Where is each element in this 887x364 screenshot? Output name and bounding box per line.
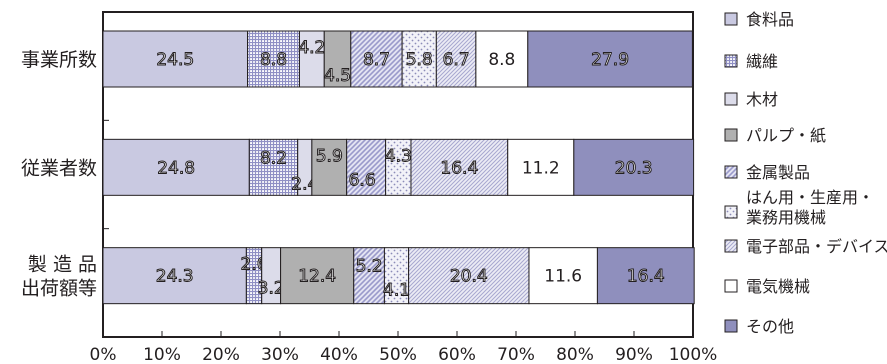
- bar-segment: [475, 30, 529, 88]
- legend: 食料品繊維木材パルプ・紙金属製品はん用・生産用・業務用機械電子部品・デバイス電気…: [724, 10, 887, 336]
- data-label: 5.9: [316, 146, 343, 166]
- data-label: 24.5: [156, 50, 194, 70]
- data-label: 11.6: [544, 267, 582, 287]
- bar-segment: [102, 138, 250, 196]
- data-label: 20.3: [615, 158, 653, 178]
- legend-label: はん用・生産用・: [746, 188, 874, 207]
- legend-swatch: [724, 239, 738, 253]
- data-label: 4.5: [324, 66, 351, 86]
- legend-swatch: [724, 128, 738, 142]
- x-tick-label: 20%: [202, 345, 240, 364]
- legend-label: その他: [746, 317, 794, 336]
- x-tick-label: 80%: [556, 345, 594, 364]
- x-tick-label: 40%: [320, 345, 358, 364]
- data-label: 6.7: [443, 50, 470, 70]
- bar-segment: [383, 247, 410, 305]
- category-label: 出荷額等: [21, 278, 97, 300]
- legend-label: パルプ・紙: [746, 126, 826, 145]
- data-label: 8.8: [488, 50, 515, 70]
- x-tick-label: 30%: [261, 345, 299, 364]
- category-label: 事業所数: [21, 49, 97, 71]
- category-label: 従業者数: [21, 157, 97, 179]
- data-label: 24.3: [156, 267, 194, 287]
- plot-area: 0% 10% 20% 30% 40% 50% 60% 70% 80% 90% 100% 事業所数 24.…: [21, 11, 718, 364]
- bar-segment: [353, 247, 385, 305]
- data-label: 6.6: [349, 170, 376, 190]
- legend-swatch: [724, 319, 738, 333]
- bar-segment: [507, 138, 575, 196]
- data-label: 12.4: [298, 267, 336, 287]
- data-label: 20.4: [450, 267, 488, 287]
- data-label: 11.2: [522, 158, 560, 178]
- bar-segment: [298, 30, 325, 88]
- bar-segment: [527, 30, 693, 88]
- bar-segment: [573, 138, 695, 196]
- data-label: 2.6: [241, 255, 268, 275]
- bar-segment: [528, 247, 598, 305]
- legend-swatch: [724, 12, 738, 26]
- legend-label: 繊維: [746, 52, 778, 71]
- x-tick-label: 0%: [90, 345, 117, 364]
- x-tick-label: 10%: [143, 345, 181, 364]
- legend-label: 業務用機械: [746, 208, 826, 227]
- bar-segment: [248, 138, 299, 196]
- bar-segment: [280, 247, 355, 305]
- data-label: 3.2: [258, 279, 285, 299]
- bar-segment: [350, 30, 403, 88]
- legend-swatch: [724, 165, 738, 179]
- x-tick-label: 100%: [669, 345, 718, 364]
- legend-swatch: [724, 205, 738, 219]
- data-label: 5.8: [406, 50, 433, 70]
- x-tick-label: 70%: [497, 345, 535, 364]
- data-label: 24.8: [157, 158, 195, 178]
- bar-segment: [401, 30, 437, 88]
- data-label: 16.4: [440, 158, 478, 178]
- legend-label: 金属製品: [746, 163, 810, 182]
- data-label: 5.2: [356, 257, 383, 277]
- bar-segment: [346, 138, 387, 196]
- bar-segment: [102, 247, 247, 305]
- data-label: 8.7: [363, 50, 390, 70]
- x-tick-label: 90%: [615, 345, 653, 364]
- data-label: 8.2: [260, 148, 287, 168]
- legend-swatch: [724, 54, 738, 68]
- bar-segment: [596, 247, 695, 305]
- legend-swatch: [724, 279, 738, 293]
- legend-swatch: [724, 92, 738, 106]
- data-label: 16.4: [627, 267, 665, 287]
- data-label: 4.3: [385, 146, 412, 166]
- bar-segment: [385, 138, 412, 196]
- legend-label: 木材: [746, 90, 778, 109]
- bar-segment: [408, 247, 530, 305]
- data-label: 4.2: [298, 38, 325, 58]
- legend-label: 食料品: [746, 10, 794, 29]
- data-label: 4.1: [383, 281, 410, 301]
- bar-segment: [311, 138, 348, 196]
- data-label: 8.8: [260, 50, 287, 70]
- x-tick-label: 50%: [379, 345, 417, 364]
- bar-segment: [102, 30, 249, 88]
- x-tick-label: 60%: [438, 345, 476, 364]
- bar-segment: [323, 30, 352, 88]
- data-label: 27.9: [591, 50, 629, 70]
- legend-label: 電子部品・デバイス: [746, 237, 887, 256]
- category-label: 製 造 品: [28, 254, 97, 276]
- legend-label: 電気機械: [746, 277, 810, 296]
- bar-segment: [410, 138, 509, 196]
